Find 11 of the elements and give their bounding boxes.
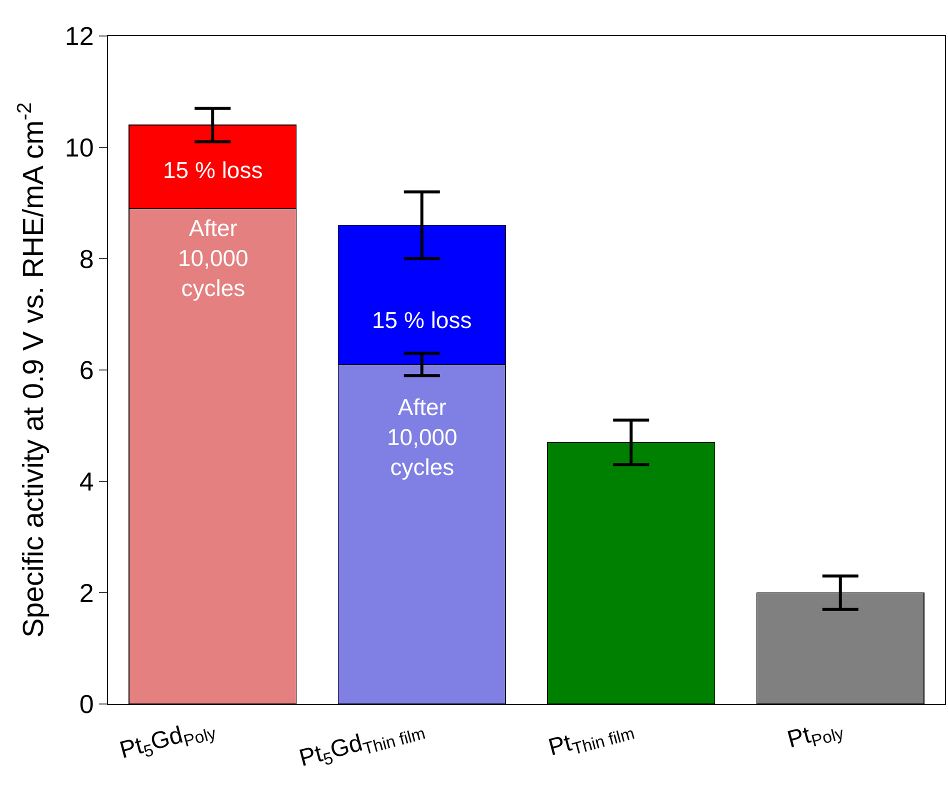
y-tick-label: 10 [64,132,94,162]
y-tick-label: 12 [64,21,94,52]
y-tick-label: 6 [79,355,94,386]
y-tick-label: 0 [79,689,94,720]
annotation: After 10,000 cycles [178,215,248,301]
annotation: 15 % loss [372,307,472,333]
y-tick-label: 4 [79,466,94,496]
annotation: After 10,000 cycles [387,394,458,480]
annotation: 15 % loss [163,157,263,183]
y-tick-label: 8 [79,244,94,274]
y-tick-label: 2 [79,578,94,608]
